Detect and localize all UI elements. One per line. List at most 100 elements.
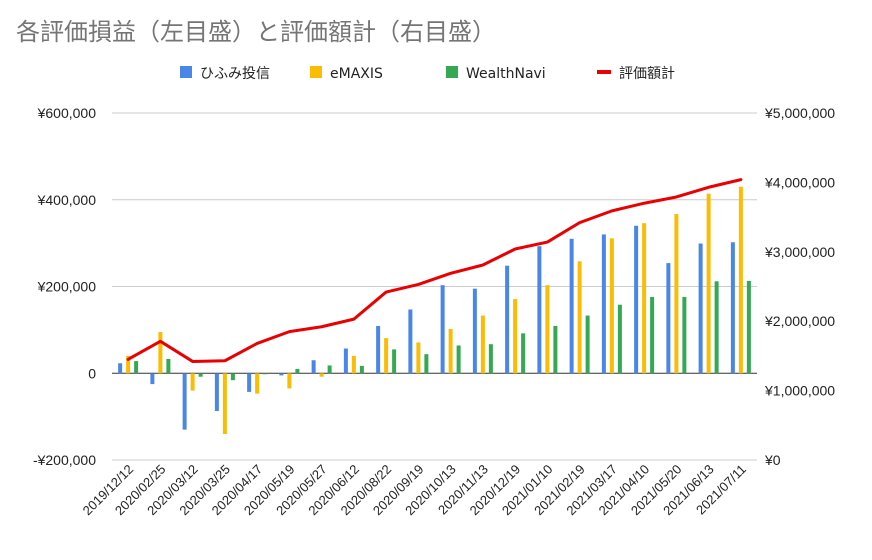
bar: [416, 342, 421, 374]
y-right-tick-label: ¥5,000,000: [764, 105, 835, 121]
y-right-tick-label: ¥2,000,000: [764, 313, 835, 329]
bar: [126, 355, 131, 374]
bar: [230, 373, 235, 381]
bar: [247, 373, 252, 392]
legend-item: WealthNavi: [446, 66, 546, 82]
legend-label: eMAXIS: [330, 66, 383, 82]
legend-label: 評価額計: [619, 66, 675, 82]
y-left-tick-label: ¥400,000: [37, 192, 97, 208]
bar: [730, 242, 735, 374]
bar: [295, 368, 300, 374]
legend-item: 評価額計: [597, 66, 675, 82]
bar: [311, 360, 316, 374]
bar: [706, 193, 711, 374]
bar: [609, 238, 614, 374]
bar: [480, 315, 485, 374]
bar: [682, 296, 687, 374]
y-right-tick-label: ¥3,000,000: [764, 244, 835, 260]
line-point: [224, 359, 226, 362]
y-left-tick-label: 0: [88, 365, 96, 381]
bar: [118, 363, 123, 374]
bar: [513, 299, 518, 374]
line-point: [353, 318, 355, 320]
line-point: [191, 360, 194, 363]
bar: [738, 186, 743, 374]
bar: [190, 373, 195, 391]
line-point: [159, 340, 162, 343]
y-left-tick-label: -¥200,000: [33, 452, 96, 468]
bar: [456, 345, 461, 374]
line-point: [385, 291, 387, 293]
bar: [666, 263, 671, 374]
line-point: [611, 210, 613, 212]
bars: [118, 186, 751, 434]
bar: [263, 373, 268, 375]
bar: [577, 261, 582, 374]
bar: [222, 373, 227, 434]
bar: [472, 288, 477, 374]
legend-swatch: [310, 66, 322, 78]
bar: [488, 344, 493, 374]
line-point: [514, 248, 516, 250]
bar: [440, 285, 445, 374]
bar: [674, 214, 679, 374]
line-point: [288, 330, 291, 333]
bar: [537, 246, 542, 374]
legend-item: eMAXIS: [310, 66, 383, 82]
bar: [634, 225, 639, 374]
bar: [279, 373, 284, 376]
line-point: [482, 264, 484, 266]
line-point: [740, 178, 742, 181]
bar: [617, 304, 622, 374]
bar: [650, 296, 655, 374]
line-point: [449, 272, 452, 275]
bar: [714, 281, 719, 374]
bar: [351, 355, 356, 374]
bar: [166, 358, 171, 374]
bar: [134, 361, 139, 374]
legend-label: ひふみ投信: [200, 66, 270, 82]
legend-swatch: [180, 66, 192, 78]
bar: [642, 223, 647, 374]
bar: [392, 349, 397, 374]
line-point: [675, 196, 678, 198]
bar: [376, 325, 381, 374]
y-right-tick-label: ¥4,000,000: [764, 174, 835, 190]
bar: [343, 348, 348, 374]
line-point: [643, 202, 645, 205]
bar: [545, 285, 550, 374]
total-series-line: [126, 178, 743, 363]
bar: [158, 332, 163, 374]
y-left-tick-label: ¥200,000: [37, 279, 97, 295]
bar: [569, 238, 574, 374]
bar: [448, 329, 453, 374]
legend-item: ひふみ投信: [180, 66, 270, 82]
bar: [327, 365, 332, 374]
y-right-tick-label: ¥0: [764, 452, 781, 468]
x-axis: 2019/12/122020/02/252020/03/122020/03/25…: [80, 462, 749, 519]
bar: [505, 265, 510, 374]
line-point: [578, 221, 581, 224]
bar: [255, 373, 260, 394]
bar: [424, 354, 429, 374]
y-axis-left: -¥200,000 0 ¥200,000 ¥400,000 ¥600,000: [33, 105, 96, 468]
bar: [214, 373, 219, 411]
bar: [521, 333, 526, 374]
bar: [198, 373, 203, 377]
y-right-tick-label: ¥1,000,000: [764, 383, 835, 399]
line-point: [417, 283, 420, 286]
bar: [553, 325, 558, 374]
bar: [182, 373, 187, 430]
legend-swatch: [597, 70, 611, 74]
line-point: [320, 325, 323, 328]
bar: [698, 243, 703, 374]
line-point: [707, 186, 710, 189]
total-line: [126, 178, 743, 363]
gridlines: [112, 112, 757, 461]
legend-swatch: [446, 66, 458, 78]
bar: [384, 338, 389, 374]
y-axis-right: ¥0 ¥1,000,000 ¥2,000,000 ¥3,000,000 ¥4,000,0…: [764, 105, 835, 468]
bar: [408, 309, 413, 374]
bar: [150, 373, 155, 385]
